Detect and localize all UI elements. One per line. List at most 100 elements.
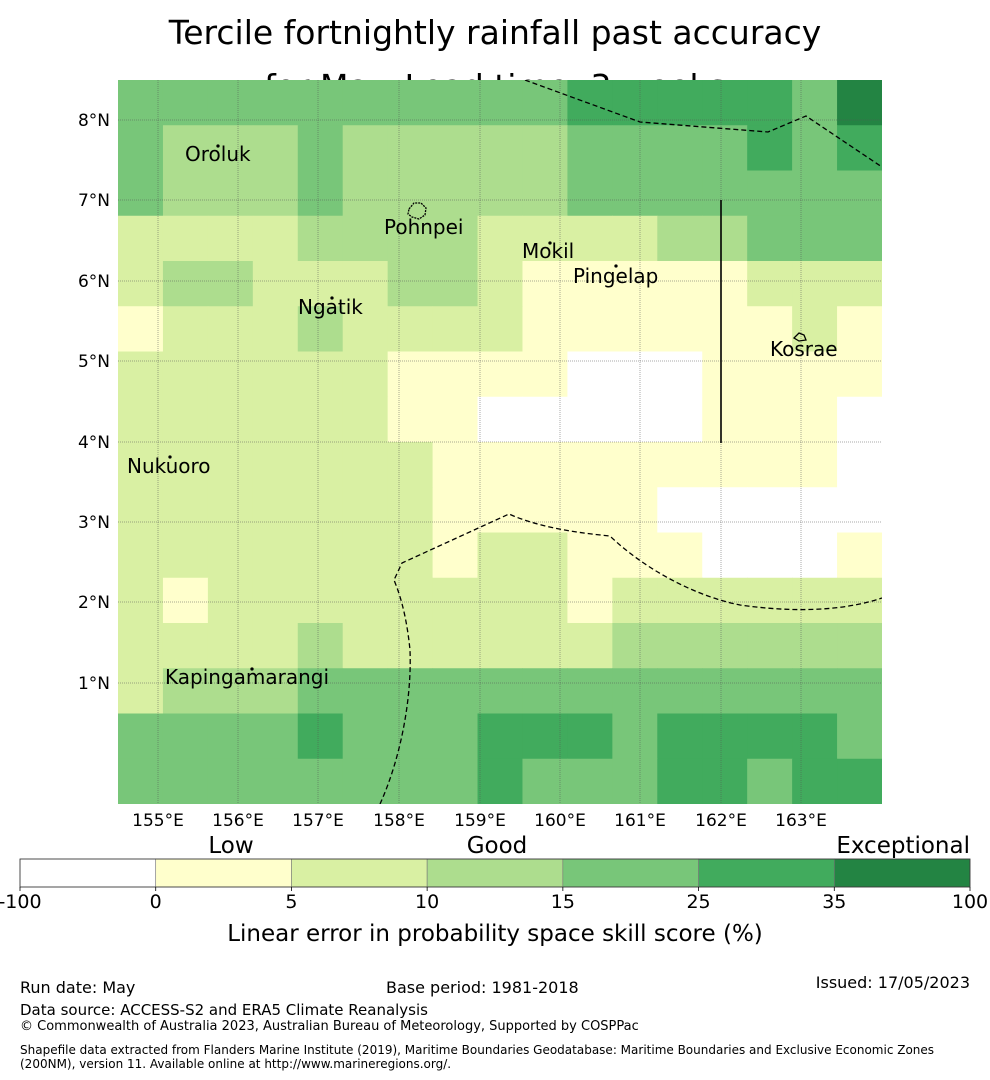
category-low: Low (208, 833, 253, 859)
lon-label: 155°E (132, 811, 184, 831)
grid-cell (657, 396, 703, 443)
grid-cell (207, 351, 254, 398)
grid-cell (252, 396, 299, 443)
place-pingelap: Pingelap (573, 264, 658, 288)
grid-cell (657, 668, 703, 714)
grid-cell (207, 306, 254, 352)
grid-cell (837, 532, 882, 579)
grid-cell (747, 713, 793, 760)
grid-cell (162, 577, 209, 624)
grid-cell (657, 577, 703, 624)
grid-cell (342, 577, 389, 624)
grid-cell (387, 487, 434, 533)
grid-cell (477, 215, 523, 262)
grid-cell (252, 713, 299, 760)
eez-boundary-south (379, 513, 882, 804)
lat-label: 8°N (78, 111, 110, 131)
category-exceptional: Exceptional (836, 833, 970, 859)
colorbar-swatch (562, 858, 699, 888)
grid-cell (118, 758, 164, 804)
colorbar-swatch (698, 858, 835, 888)
grid-cell (432, 713, 479, 760)
grid-cell (567, 306, 613, 352)
grid-cell (387, 170, 434, 217)
grid-cell (747, 306, 793, 352)
grid-cell (432, 170, 479, 217)
run-date: Run date: May (20, 978, 136, 997)
grid-cell (747, 261, 793, 307)
grid-cell (702, 668, 748, 714)
grid-cell (297, 261, 344, 307)
grid-cell (342, 668, 389, 714)
grid-cell (342, 170, 389, 217)
ngatik-dot (330, 296, 334, 300)
grid-cell (837, 351, 882, 398)
lat-label: 6°N (78, 272, 110, 292)
grid-cell (837, 623, 882, 669)
grid-cell (477, 170, 523, 217)
grid-cell (432, 532, 479, 579)
grid-cell (567, 577, 613, 624)
colorbar-tick-label: -100 (0, 891, 42, 913)
grid-cell (162, 170, 209, 217)
grid-cell (612, 577, 658, 624)
grid-cell (837, 125, 882, 171)
grid-cell (432, 351, 479, 398)
skill-grid (118, 80, 882, 804)
grid-cell (702, 532, 748, 579)
grid-cell (162, 125, 209, 171)
grid-cell (342, 80, 389, 126)
grid-cell (702, 261, 748, 307)
grid-cell (297, 577, 344, 624)
grid-cell (792, 396, 838, 443)
grid-cell (297, 668, 344, 714)
grid-cell (342, 713, 389, 760)
grid-cell (118, 487, 164, 533)
grid-cell (118, 125, 164, 171)
grid-cell (792, 261, 838, 307)
grid-cell (612, 487, 658, 533)
title-line-1: Tercile fortnightly rainfall past accura… (168, 13, 822, 52)
grid-cell (837, 758, 882, 804)
grid-cell (252, 487, 299, 533)
grid-cell (837, 215, 882, 262)
grid-cell (118, 623, 164, 669)
grid-cell (522, 125, 568, 171)
grid-cell (837, 170, 882, 217)
grid-cell (297, 351, 344, 398)
grid-cell (567, 80, 613, 126)
grid-cell (118, 261, 164, 307)
lat-label: 2°N (78, 593, 110, 613)
grid-cell (522, 713, 568, 760)
grid-cell (118, 351, 164, 398)
grid-cell (657, 713, 703, 760)
grid-cell (747, 758, 793, 804)
grid-cell (118, 577, 164, 624)
shapefile-line-1: Shapefile data extracted from Flanders M… (20, 1043, 935, 1057)
colorbar-tick-label: 15 (551, 891, 575, 913)
kosrae-outline (792, 332, 807, 342)
grid-cell (567, 487, 613, 533)
grid-cell (702, 125, 748, 171)
grid-cell (612, 396, 658, 443)
place-mokil: Mokil (522, 239, 574, 263)
grid-cell (792, 532, 838, 579)
mokil-dot (548, 241, 552, 245)
grid-cell (657, 170, 703, 217)
grid-cell (747, 623, 793, 669)
grid-cell (747, 215, 793, 262)
grid-cell (207, 261, 254, 307)
grid-cell (207, 623, 254, 669)
grid-cell (252, 577, 299, 624)
grid-cell (297, 487, 344, 533)
grid-cell (118, 713, 164, 760)
place-kosrae: Kosrae (770, 337, 838, 361)
grid-cell (702, 577, 748, 624)
grid-cell (612, 306, 658, 352)
grid-cell (297, 80, 344, 126)
grid-cell (837, 668, 882, 714)
colorbar-swatch (426, 858, 564, 888)
grid-cell (207, 215, 254, 262)
grid-cell (342, 758, 389, 804)
grid-cell (702, 306, 748, 352)
